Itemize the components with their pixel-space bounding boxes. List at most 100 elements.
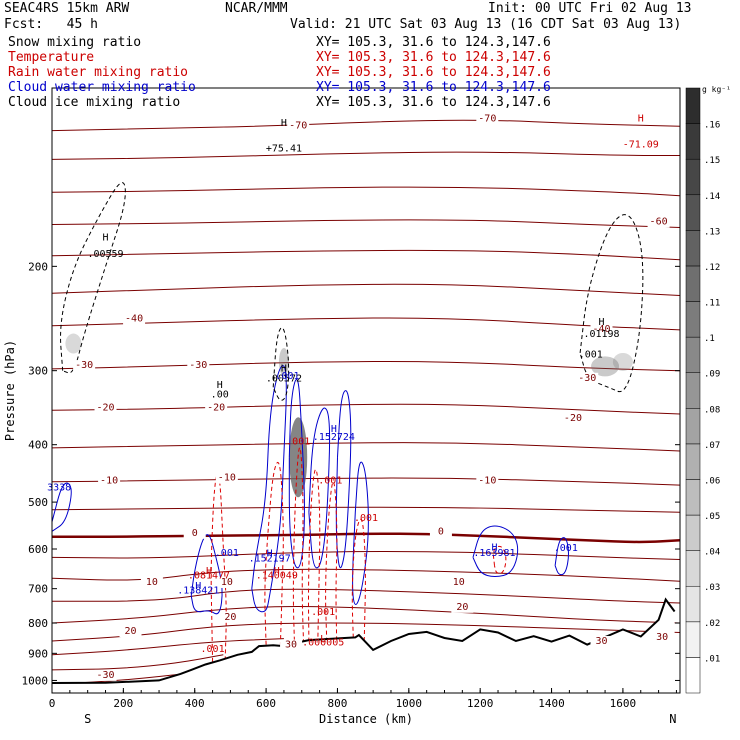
contour-label: .001 [215,548,239,559]
extremum-value: .000005 [302,638,344,649]
rain-water-contour [492,545,507,575]
scale-swatch [685,621,701,658]
temperature-contour [52,219,680,228]
temperature-contour [52,654,224,671]
y-tick-label: 600 [28,543,48,556]
cloud-ice-contour [60,182,126,374]
rain-water-contour [292,447,305,648]
cloud-water-contour [308,407,331,569]
temperature-label-bg [140,576,163,588]
scale-label: .16 [704,121,720,131]
y-axis-label: Pressure (hPa) [3,340,17,441]
scale-swatch [685,265,701,302]
scale-swatch [685,479,701,516]
scale-swatch [685,158,701,196]
contour-label: .001 [318,475,342,486]
x-tick-label: 1400 [538,697,565,710]
extremum-value: .00572 [266,374,302,385]
model-title: SEAC4RS 15km ARW [4,1,130,16]
temperature-contour [52,605,680,624]
temperature-label: 20 [224,612,236,623]
scale-label: .13 [704,227,720,237]
temperature-label: 20 [124,626,136,637]
x-tick-label: 200 [113,697,133,710]
x-tick-label: 1600 [610,697,637,710]
north-label: N [669,712,676,726]
temperature-contour [52,588,680,604]
temperature-label-bg [651,632,674,644]
cloud-water-contour [52,482,72,532]
extremum-mark: H [598,317,604,328]
x-tick-label: 400 [185,697,205,710]
temperature-contour [52,622,680,642]
temperature-label: -40 [592,324,610,335]
extremum-mark: H [491,543,497,554]
temperature-label-bg [215,576,238,588]
temperature-contour [52,551,680,560]
temperature-contour [52,442,680,452]
temperature-label-bg [451,601,474,613]
cloud-ice-contour [579,214,644,393]
temperature-label-bg [447,576,470,588]
scale-label: .05 [704,512,720,522]
extremum-mark: L [320,634,326,645]
scale-unit: g kg⁻¹ [702,85,731,94]
temperature-label-bg [576,372,599,384]
scale-swatch [685,230,701,267]
extremum-value: -71.09 [623,139,659,150]
temperature-label-bg [187,360,210,372]
scale-label: .09 [704,370,720,380]
extremum-value: .163981 [473,548,515,559]
extremum-value: .138421 [177,585,219,596]
temperature-label-bg [590,323,613,335]
scale-label: .15 [704,156,720,166]
temperature-label: 10 [221,577,233,588]
extremum-value: .00559 [87,249,123,260]
temperature-label: -20 [207,402,225,413]
plot-frame [51,87,681,694]
x-tick-label: 0 [49,697,56,710]
scale-swatch [685,550,701,587]
temperature-label: 10 [453,577,465,588]
temperature-label: 30 [285,640,297,651]
scale-label: .12 [704,263,720,273]
temperature-contour [52,249,680,261]
cloud-water-contour [472,525,519,577]
rain-water-contour [325,481,338,642]
temperature-label: -10 [100,475,118,486]
temperature-label: 0 [438,526,444,537]
temperature-label: -10 [478,475,496,486]
extremum-mark: H [195,581,201,592]
temperature-label-bg [123,313,146,325]
snow-mixing-ratio-shading [591,356,620,377]
scale-label: .11 [704,299,720,309]
temperature-label: -70 [289,120,307,131]
south-label: S [84,712,91,726]
field-name-cloud-ice: Cloud ice mixing ratio [8,95,181,110]
temperature-label-bg [561,413,584,425]
scale-swatch [685,408,701,445]
scale-label: .1 [704,334,715,344]
scale-swatch [685,87,701,124]
snow-mixing-ratio-shading [65,333,82,354]
scale-label: .02 [704,619,720,629]
scale-label: .04 [704,548,720,558]
extremum-value: .01198 [583,329,619,340]
temperature-contour [52,360,680,372]
extremum-mark: H [638,114,644,125]
extremum-mark: H [267,549,273,560]
extremum-mark: H [217,380,223,391]
temperature-label-bg [119,626,142,638]
cloud-water-contour [335,390,352,569]
zero-isotherm [52,532,680,544]
temperature-label: -30 [75,360,93,371]
temperature-label: -20 [564,413,582,424]
temperature-label-bg [476,113,499,125]
scale-swatch [685,123,701,160]
temperature-contour [52,638,284,656]
temperature-contour [52,119,680,132]
scale-label: .06 [704,476,720,486]
field-name-cloud-water: Cloud water mixing ratio [8,80,196,95]
field-xy-cloud-ice: XY= 105.3, 31.6 to 124.3,147.6 [316,95,551,110]
extremum-mark: H [274,566,280,577]
